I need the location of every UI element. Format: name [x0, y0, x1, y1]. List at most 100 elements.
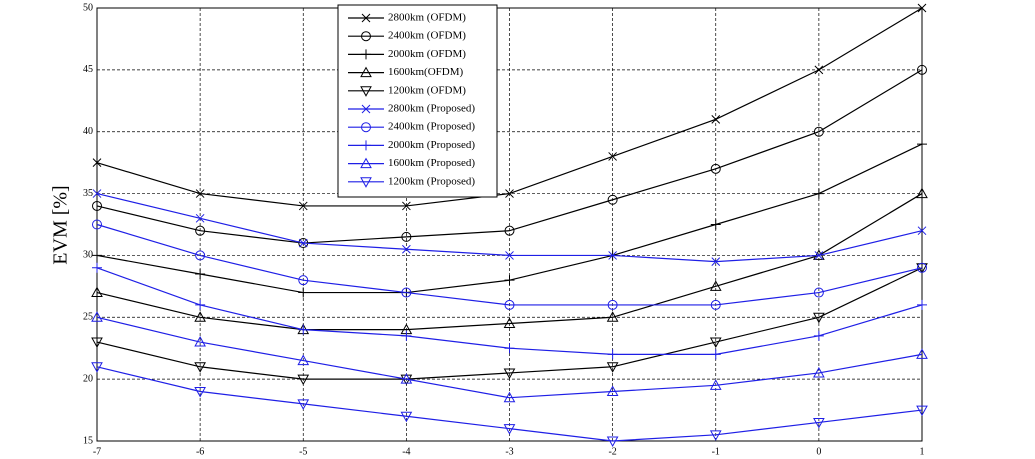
marker [503, 424, 516, 435]
marker [607, 194, 618, 205]
marker [298, 287, 309, 298]
legend-label: 2800km (Proposed) [388, 103, 475, 115]
marker [916, 348, 928, 359]
marker [195, 189, 205, 198]
marker [194, 362, 206, 373]
legend-label: 2400km (OFDM) [388, 30, 466, 42]
marker [91, 286, 103, 298]
marker [298, 275, 309, 286]
x-tick-label: -5 [299, 446, 307, 457]
legend-label: 1200km (OFDM) [388, 84, 466, 96]
marker [297, 354, 310, 366]
legend-label: 2000km (OFDM) [388, 48, 466, 60]
marker [813, 366, 825, 378]
marker [361, 104, 371, 114]
marker [608, 251, 617, 260]
marker [917, 139, 927, 150]
x-tick-label: -4 [402, 446, 410, 457]
x-tick-label: -2 [608, 446, 616, 457]
marker [709, 379, 722, 390]
marker [361, 31, 371, 42]
marker [195, 299, 206, 310]
marker [917, 299, 927, 310]
marker [916, 187, 928, 199]
marker [92, 262, 102, 273]
marker [814, 251, 824, 260]
marker [504, 343, 515, 354]
marker [91, 337, 103, 349]
marker [503, 317, 516, 328]
marker [195, 213, 205, 223]
marker [917, 3, 927, 13]
marker [504, 225, 515, 236]
marker [606, 362, 619, 373]
marker [92, 158, 102, 167]
x-tick-label: 1 [920, 446, 925, 457]
marker [709, 430, 722, 441]
marker [92, 200, 102, 211]
legend-box [337, 4, 498, 198]
y-tick-label: 40 [83, 126, 93, 137]
marker [297, 399, 310, 410]
marker [710, 349, 721, 360]
marker [360, 66, 372, 78]
marker [194, 387, 206, 398]
legend-label: 2400km (Proposed) [388, 121, 475, 133]
x-tick-label: -1 [712, 446, 720, 457]
marker [298, 201, 308, 211]
marker [608, 152, 617, 161]
series-line [96, 193, 923, 331]
marker [298, 238, 308, 248]
legend-label: 1200km (Proposed) [388, 175, 475, 187]
marker [91, 362, 103, 373]
marker [813, 312, 825, 324]
y-tick-label: 15 [83, 435, 93, 446]
y-tick-label: 45 [83, 64, 93, 75]
series-line [96, 366, 923, 442]
marker [505, 251, 514, 260]
x-tick-label: 0 [816, 446, 821, 457]
legend-label: 1600km (Proposed) [388, 157, 475, 169]
marker [92, 219, 102, 230]
y-tick-label: 50 [83, 2, 93, 13]
marker [503, 368, 516, 379]
marker [297, 374, 310, 386]
marker [194, 335, 206, 347]
y-tick-label: 30 [83, 250, 93, 261]
marker [91, 311, 103, 322]
series-line [96, 316, 923, 399]
legend-label: 2000km (Proposed) [388, 139, 475, 151]
marker [401, 330, 412, 341]
marker [813, 417, 825, 429]
marker [504, 299, 515, 310]
legend-label: 1600km(OFDM) [388, 66, 464, 78]
y-tick-label: 25 [83, 312, 93, 323]
marker [401, 231, 412, 242]
marker [710, 299, 721, 310]
x-tick-label: -3 [505, 446, 513, 457]
y-tick-label: 35 [83, 188, 93, 199]
legend-label: 2800km (OFDM) [388, 12, 466, 24]
marker [195, 250, 206, 261]
y-tick-label: 20 [83, 373, 93, 384]
marker [709, 280, 722, 291]
marker [503, 391, 516, 403]
y-axis-label: EVM [%] [50, 185, 72, 264]
marker [195, 225, 206, 236]
marker [813, 330, 824, 341]
marker [813, 126, 824, 137]
marker [711, 114, 721, 124]
series-line [96, 223, 923, 306]
marker [606, 385, 619, 397]
marker [710, 219, 721, 230]
marker [607, 349, 618, 360]
marker [361, 140, 371, 151]
marker [400, 411, 413, 423]
marker [360, 177, 372, 188]
marker [92, 189, 102, 198]
marker [195, 268, 206, 279]
marker [402, 244, 411, 254]
marker [505, 189, 514, 198]
